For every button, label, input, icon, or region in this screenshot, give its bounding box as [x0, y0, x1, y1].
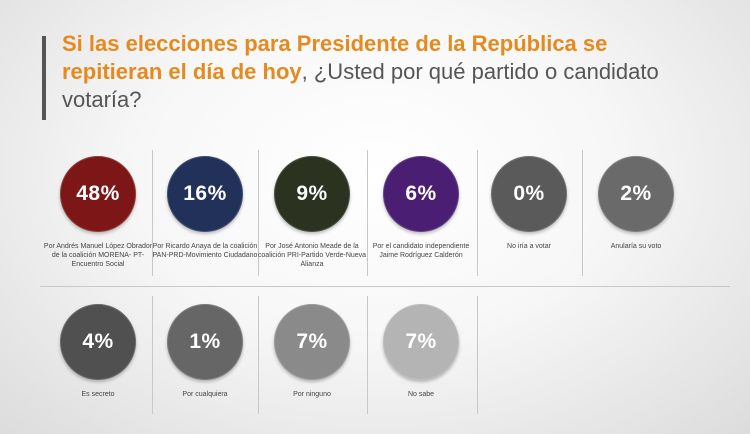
- column-divider: [367, 296, 368, 414]
- row-divider: [40, 286, 730, 287]
- result-bubble: 6%: [383, 156, 459, 232]
- column-divider: [258, 296, 259, 414]
- result-bubble: 16%: [167, 156, 243, 232]
- result-caption: Por José Antonio Meade de la coalición P…: [257, 243, 367, 268]
- result-caption: Por ninguno: [293, 391, 331, 398]
- result-bubble: 4%: [60, 304, 136, 380]
- result-caption: Por el candidato independiente Jaime Rod…: [372, 243, 470, 259]
- result-bubble: 1%: [167, 304, 243, 380]
- result-percentage: 16%: [183, 182, 227, 205]
- result-percentage: 48%: [76, 182, 120, 205]
- column-divider: [477, 296, 478, 414]
- result-percentage: 7%: [405, 330, 437, 353]
- column-divider: [152, 296, 153, 414]
- column-divider: [582, 150, 583, 276]
- title-highlight: Si las elecciones para Presidente de la …: [62, 31, 608, 84]
- chart-title: Si las elecciones para Presidente de la …: [62, 30, 702, 114]
- result-percentage: 2%: [620, 182, 652, 205]
- result-caption: Anularía su voto: [610, 243, 662, 250]
- title-rest: , ¿Usted por qué partido o candidato vot…: [62, 59, 659, 112]
- column-divider: [367, 150, 368, 276]
- result-bubble: 48%: [60, 156, 136, 232]
- column-divider: [258, 150, 259, 276]
- result-percentage: 1%: [189, 330, 221, 353]
- result-caption: No sabe: [407, 391, 435, 398]
- result-percentage: 9%: [296, 182, 328, 205]
- result-percentage: 6%: [405, 182, 437, 205]
- result-bubble: 9%: [274, 156, 350, 232]
- result-bubble: 0%: [491, 156, 567, 232]
- result-caption: No iría a votar: [507, 243, 551, 250]
- result-caption: Es secreto: [81, 391, 115, 398]
- column-divider: [477, 150, 478, 276]
- result-bubble: 2%: [598, 156, 674, 232]
- column-divider: [152, 150, 153, 276]
- result-percentage: 4%: [82, 330, 114, 353]
- result-caption: Por Ricardo Anaya de la coalición PAN-PR…: [152, 243, 258, 259]
- result-caption: Por cualquiera: [182, 391, 228, 398]
- result-caption: Por Andrés Manuel López Obrador de la co…: [43, 243, 153, 268]
- result-bubble: 7%: [274, 304, 350, 380]
- result-percentage: 7%: [296, 330, 328, 353]
- result-percentage: 0%: [513, 182, 545, 205]
- result-bubble: 7%: [383, 304, 459, 380]
- title-accent-bar: [42, 36, 46, 120]
